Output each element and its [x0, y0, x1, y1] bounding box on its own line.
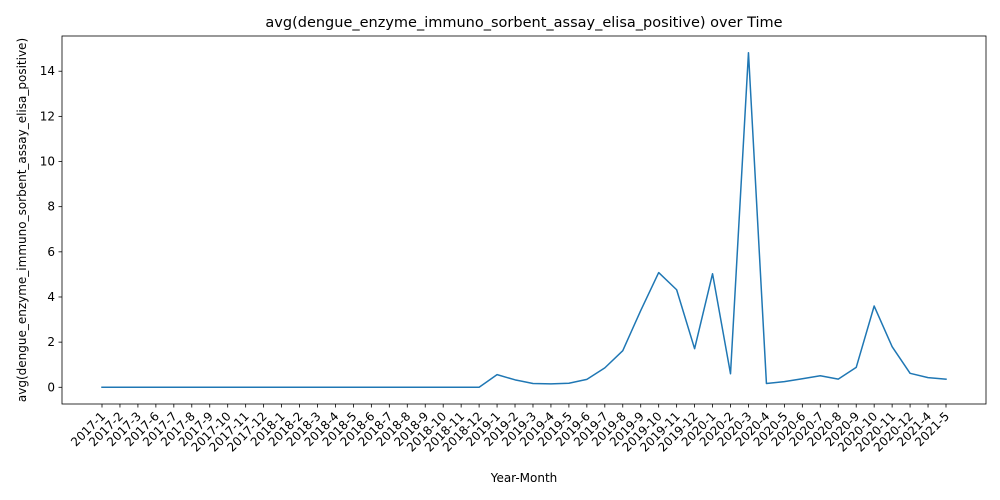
x-axis: 2017-12017-22017-32017-62017-72017-82017… [68, 404, 952, 455]
y-tick-label: 14 [40, 64, 55, 78]
y-tick-label: 8 [47, 200, 55, 214]
series-line [101, 51, 947, 389]
y-axis-label: avg(dengue_enzyme_immuno_sorbent_assay_e… [15, 38, 29, 402]
chart-title: avg(dengue_enzyme_immuno_sorbent_assay_e… [265, 15, 782, 31]
y-tick-label: 4 [47, 290, 55, 304]
x-axis-label: Year-Month [490, 471, 558, 485]
y-tick-label: 2 [47, 335, 55, 349]
plot-frame [61, 35, 987, 405]
y-tick-label: 6 [47, 245, 55, 259]
y-tick-label: 0 [47, 380, 55, 394]
y-tick-label: 10 [40, 155, 55, 169]
y-axis: 0 2 4 6 8 10 12 14 [40, 64, 62, 394]
plot-area [101, 51, 947, 389]
y-tick-label: 12 [40, 109, 55, 123]
